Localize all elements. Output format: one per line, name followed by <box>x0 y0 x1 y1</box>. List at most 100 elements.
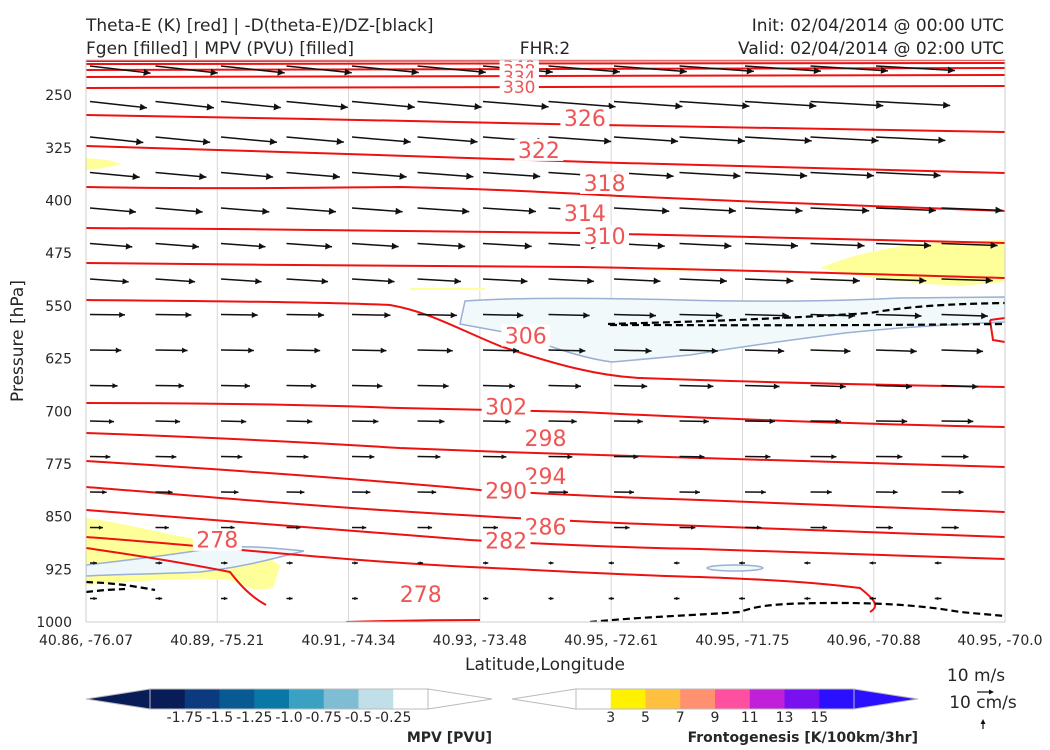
wind-vector <box>679 349 718 352</box>
wind-vector <box>155 278 196 283</box>
wind-vector <box>417 207 470 213</box>
wind-vector-head <box>603 137 612 145</box>
wind-reference-w-arrowhead <box>980 719 986 724</box>
y-tick-label: 475 <box>45 246 72 262</box>
mpv-colorbar: -1.75 -1.5 -1.25 -1.0 -0.75 -0.5 -0.25 <box>85 688 493 726</box>
wind-vector-head <box>340 103 348 111</box>
wind-vector-head <box>906 383 912 390</box>
wind-vector-head <box>248 347 254 354</box>
x-tick-label: 40.91, -74.34 <box>302 633 396 649</box>
wind-vector <box>679 207 736 212</box>
theta-e-contour-label: 278 <box>196 529 238 554</box>
colorbar-tick-label: 5 <box>641 710 650 726</box>
colorbar-tick-label: -0.5 <box>345 710 372 726</box>
wind-vector-head <box>871 136 879 144</box>
wind-vector <box>875 207 936 212</box>
colorbar-segment <box>819 689 855 709</box>
wind-vector <box>482 100 549 108</box>
wind-vector-head <box>901 418 908 425</box>
wind-vector-head <box>612 67 620 75</box>
wind-vector <box>679 171 741 177</box>
x-tick-label: 40.93, -73.48 <box>433 633 527 649</box>
theta-e-contour-label: 302 <box>485 395 527 420</box>
wind-vector-head <box>407 103 415 111</box>
wind-vector-head <box>493 525 498 530</box>
colorbar-segment <box>749 689 785 709</box>
theta-e-contour-label: 310 <box>584 225 626 250</box>
wind-vector-head <box>532 172 541 180</box>
theta-e-contour-330a <box>86 74 1005 78</box>
wind-vector-head <box>115 347 122 354</box>
wind-vector-head <box>362 525 367 530</box>
wind-vector <box>810 384 846 388</box>
contour-label-background <box>521 426 570 449</box>
wind-vector-head <box>813 67 821 75</box>
colorbar-segment <box>323 689 359 709</box>
wind-vector-head <box>470 137 478 145</box>
wind-vector-head <box>541 102 549 110</box>
wind-vector-head <box>571 418 577 425</box>
wind-vector-head <box>938 136 946 144</box>
wind-vector-head <box>387 277 395 285</box>
wind-vector <box>155 207 203 213</box>
wind-vector-head <box>910 347 917 355</box>
wind-reference-u-label: 10 m/s <box>947 666 1005 686</box>
title-left-line-1: Theta-E (K) [red] | -D(theta-E)/DZ-[blac… <box>85 16 434 36</box>
wind-vector-head <box>505 418 511 425</box>
wind-vector-head <box>520 277 528 285</box>
wind-vector-head <box>649 312 657 319</box>
wind-vector <box>220 207 270 213</box>
contour-label-background <box>514 138 564 161</box>
wind-vector <box>417 136 478 143</box>
y-tick-label: 700 <box>45 404 72 420</box>
wind-vector <box>89 171 140 178</box>
colorbar-segment <box>219 689 255 709</box>
frontogenesis-colorbar-label: Frontogenesis [K/100km/3hr] <box>688 730 918 746</box>
wind-vector <box>548 100 616 108</box>
wind-vector-head <box>269 138 278 146</box>
wind-vector-head <box>321 278 329 285</box>
wind-vector <box>417 349 453 352</box>
wind-vector-head <box>258 243 266 250</box>
wind-vector-head <box>575 383 582 389</box>
wind-vector <box>744 242 798 247</box>
y-tick-label: 250 <box>45 88 72 104</box>
wind-vector <box>679 313 723 317</box>
x-tick-label: 40.95, -71.75 <box>695 633 789 649</box>
wind-vector-head <box>995 206 1003 214</box>
wind-vector-head <box>277 68 285 76</box>
title-left-line-2: Fgen [filled] | MPV (PVU) [filled] <box>86 39 354 59</box>
wind-vector-head <box>954 525 959 530</box>
wind-vector-head <box>699 454 705 460</box>
theta-e-contours <box>86 60 1005 622</box>
wind-vector-head <box>403 137 411 145</box>
x-tick-label: 40.95, -72.61 <box>564 633 658 649</box>
wind-vector-head <box>314 347 321 354</box>
wind-vector-head <box>769 418 775 425</box>
colorbar-segment <box>680 689 716 709</box>
wind-vector-head <box>897 454 903 460</box>
fgen-fill-center-strip <box>410 288 485 290</box>
wind-vector-head <box>550 596 554 601</box>
wind-vector-head <box>93 561 97 565</box>
x-axis-tick-labels: 40.86, -76.07 40.89, -75.21 40.91, -74.34 4… <box>39 633 1043 649</box>
wind-vector-head <box>835 418 842 425</box>
wind-vector-head <box>844 347 851 355</box>
wind-vector <box>351 136 411 143</box>
wind-vector-head <box>782 312 789 319</box>
wind-vector <box>613 100 683 108</box>
theta-e-contour-282 <box>86 536 877 613</box>
wind-vector-head <box>831 454 837 460</box>
wind-vector-head <box>691 525 696 530</box>
wind-vector-head <box>289 561 293 565</box>
wind-vector-head <box>761 489 766 495</box>
wind-vector-head <box>435 454 441 460</box>
wind-vector <box>89 136 144 144</box>
wind-vector-head <box>411 68 419 76</box>
wind-vector-head <box>513 347 520 354</box>
wind-vector-head <box>132 173 140 181</box>
wind-vector <box>810 242 865 247</box>
wind-vector-head <box>241 418 247 424</box>
wind-vector-head <box>303 454 309 460</box>
y-tick-label: 325 <box>45 141 72 157</box>
